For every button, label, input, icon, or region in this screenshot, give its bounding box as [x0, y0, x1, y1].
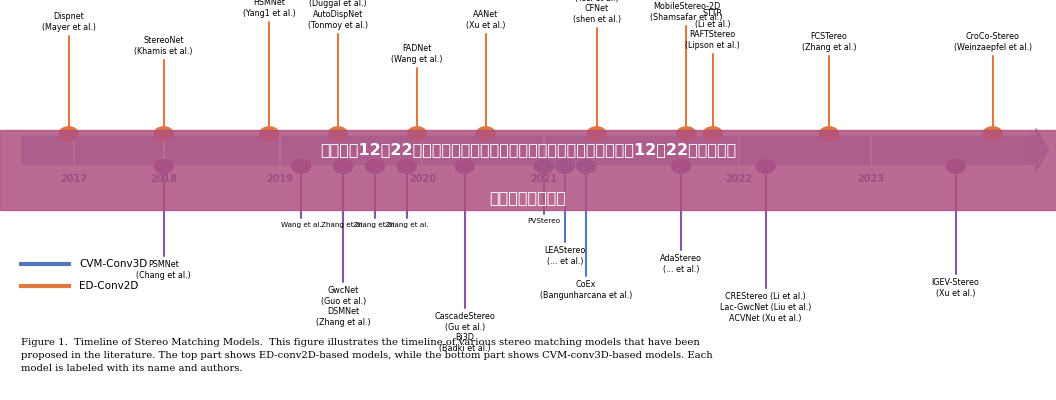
- Ellipse shape: [260, 127, 279, 140]
- Ellipse shape: [703, 127, 722, 140]
- Text: PSMNet
(Chang et al.): PSMNet (Chang et al.): [136, 260, 191, 280]
- Ellipse shape: [408, 127, 427, 140]
- Ellipse shape: [983, 127, 1002, 140]
- Ellipse shape: [534, 160, 553, 173]
- Text: GwcNet
(Guo et al.)
DSMNet
(Zhang et al.): GwcNet (Guo et al.) DSMNet (Zhang et al.…: [316, 286, 371, 327]
- Ellipse shape: [291, 160, 310, 173]
- Text: FCSTereo
(Zhang et al.): FCSTereo (Zhang et al.): [802, 32, 856, 52]
- Text: SMD-Nets
(Tosi et al.)
CFNet
(shen et al.): SMD-Nets (Tosi et al.) CFNet (shen et al…: [572, 0, 621, 24]
- Text: LEAStereo
(... et al.): LEAStereo (... et al.): [544, 246, 586, 266]
- Text: Zhang et al.: Zhang et al.: [384, 222, 429, 228]
- Text: PVStereo: PVStereo: [527, 218, 561, 224]
- Text: Zhang et al.: Zhang et al.: [353, 222, 397, 228]
- Ellipse shape: [946, 160, 965, 173]
- Ellipse shape: [587, 127, 606, 140]
- Text: CoEx
(Bangunharcana et al.): CoEx (Bangunharcana et al.): [540, 280, 633, 300]
- Ellipse shape: [455, 160, 474, 173]
- Text: 历史上的12月22日如何实现总线实时同步，时光隧道中的同步奇迹，12月22日总线实时: 历史上的12月22日如何实现总线实时同步，时光隧道中的同步奇迹，12月22日总线…: [320, 142, 736, 158]
- Ellipse shape: [677, 127, 696, 140]
- Text: CascadeStereo
(Gu et al.)
Bi3D
(Badki et al.): CascadeStereo (Gu et al.) Bi3D (Badki et…: [434, 312, 495, 353]
- Text: IGEV-Stereo
(Xu et al.): IGEV-Stereo (Xu et al.): [931, 278, 980, 298]
- Text: STTR
(Li et al.)
RAFTStereo
(Lipson et al.): STTR (Li et al.) RAFTStereo (Lipson et a…: [685, 9, 740, 50]
- Bar: [21, 136, 1030, 164]
- Text: 2017: 2017: [60, 174, 88, 184]
- Bar: [0, 130, 1056, 210]
- Ellipse shape: [397, 160, 416, 173]
- Ellipse shape: [819, 127, 838, 140]
- Text: Figure 1.  Timeline of Stereo Matching Models.  This figure illustrates the time: Figure 1. Timeline of Stereo Matching Mo…: [21, 338, 713, 373]
- Ellipse shape: [328, 127, 347, 140]
- Text: CroCo-Stereo
(Weinzaepfel et al.): CroCo-Stereo (Weinzaepfel et al.): [954, 32, 1032, 52]
- Text: Dispnet
(Mayer et al.): Dispnet (Mayer et al.): [41, 12, 96, 32]
- Text: AANet
(Xu et al.): AANet (Xu et al.): [466, 10, 506, 30]
- Text: 2022: 2022: [725, 174, 753, 184]
- Ellipse shape: [756, 160, 775, 173]
- Text: 2019: 2019: [266, 174, 294, 184]
- Ellipse shape: [154, 160, 173, 173]
- Text: StereoNet
(Khamis et al.): StereoNet (Khamis et al.): [134, 36, 193, 56]
- Text: 2021: 2021: [530, 174, 558, 184]
- Text: AdaStereo
(... et al.): AdaStereo (... et al.): [660, 254, 702, 274]
- Ellipse shape: [672, 160, 691, 173]
- Text: CVM-Conv3D: CVM-Conv3D: [79, 259, 148, 269]
- Text: 2018: 2018: [150, 174, 177, 184]
- Ellipse shape: [365, 160, 384, 173]
- Text: ED-Conv2D: ED-Conv2D: [79, 281, 138, 291]
- Ellipse shape: [154, 127, 173, 140]
- Text: CREStereo (Li et al.)
Lac-GwcNet (Liu et al.)
ACVNet (Xu et al.): CREStereo (Li et al.) Lac-GwcNet (Liu et…: [720, 292, 811, 322]
- Ellipse shape: [59, 127, 78, 140]
- Ellipse shape: [476, 127, 495, 140]
- FancyArrow shape: [1030, 128, 1049, 172]
- Ellipse shape: [334, 160, 353, 173]
- Text: Wang et al.: Wang et al.: [281, 222, 321, 228]
- Text: Zhang et al.: Zhang et al.: [321, 222, 365, 228]
- Ellipse shape: [555, 160, 574, 173]
- Text: MobileStereo-2D
(Shamsafar et al.): MobileStereo-2D (Shamsafar et al.): [650, 2, 722, 22]
- Text: 2020: 2020: [409, 174, 436, 184]
- Text: 同步技术革新概览: 同步技术革新概览: [490, 190, 566, 206]
- Text: DeepPruner
(Duggal et al.)
AutoDispNet
(Tonmoy et al.): DeepPruner (Duggal et al.) AutoDispNet (…: [308, 0, 367, 30]
- Ellipse shape: [334, 160, 353, 173]
- Text: 2023: 2023: [857, 174, 885, 184]
- Ellipse shape: [577, 160, 596, 173]
- Text: FADNet
(Wang et al.): FADNet (Wang et al.): [392, 44, 442, 64]
- Text: GSMNet
(Poggi et al.)
HSMNet
(Yang1 et al.): GSMNet (Poggi et al.) HSMNet (Yang1 et a…: [243, 0, 296, 18]
